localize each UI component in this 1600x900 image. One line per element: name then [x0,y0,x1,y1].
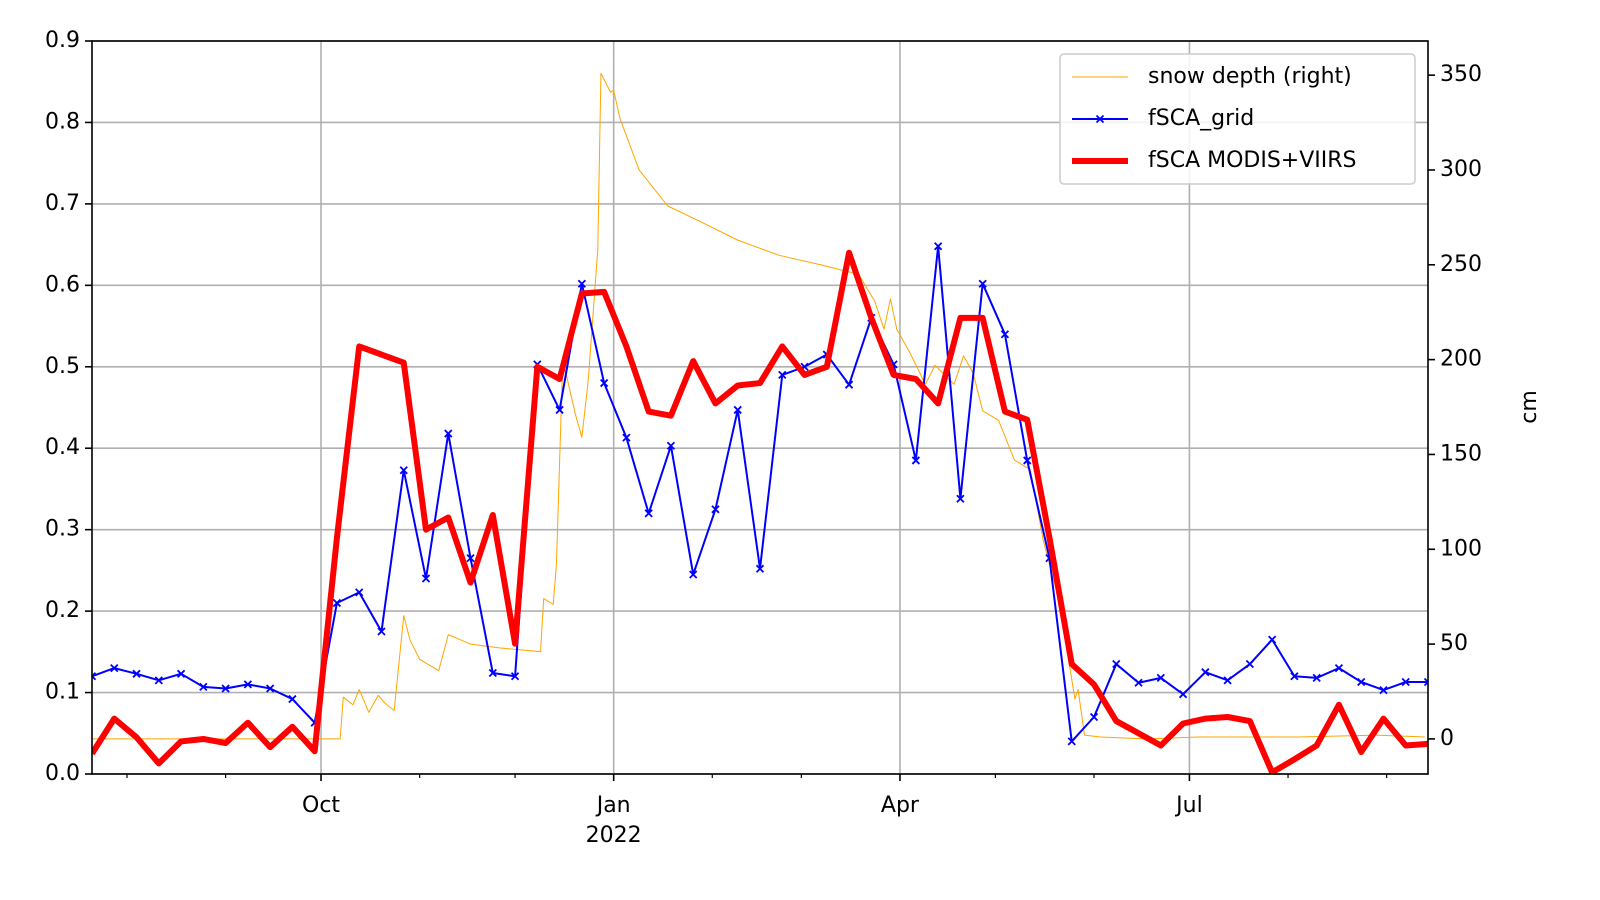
point-marker [1401,677,1410,687]
x-tick-label: Oct [302,793,340,818]
point-marker [711,505,720,514]
legend-label: fSCA MODIS+VIIRS [1148,148,1357,173]
point-marker [377,627,386,636]
point-marker [243,680,253,689]
point-marker [265,684,275,693]
y2-tick-label: 250 [1440,252,1482,277]
point-marker [154,676,163,685]
y-tick-label: 0.6 [45,272,80,297]
point-marker [1134,678,1143,687]
legend-box [1059,53,1416,185]
point-marker [488,668,497,678]
y2-tick-label: 350 [1440,62,1482,87]
y2-axis-label: cm [1517,390,1542,424]
x-tick-year: 2022 [586,823,642,848]
point-marker [733,405,742,415]
point-marker [1423,677,1428,687]
point-marker [1067,737,1076,746]
point-marker [778,370,787,380]
point-marker [933,242,943,251]
point-marker [622,433,631,442]
point-marker [1000,330,1010,339]
point-marker [1156,673,1165,683]
y2-tick-label: 50 [1440,631,1468,656]
point-marker [132,669,141,678]
y-tick-label: 0.4 [45,435,80,460]
point-marker [1334,663,1344,673]
point-marker [1178,690,1188,699]
point-marker [1312,673,1321,683]
series-line [92,245,1428,743]
y-tick-label: 0.0 [45,761,80,786]
point-marker [844,380,854,389]
point-marker [956,494,965,503]
point-marker [110,663,119,673]
point-marker [421,574,431,583]
point-marker [1267,635,1277,644]
y-tick-label: 0.7 [45,191,80,216]
point-marker [1357,677,1366,687]
point-marker [199,682,208,691]
y-tick-label: 0.1 [45,680,80,705]
point-marker [92,672,97,681]
y-tick-label: 0.9 [45,28,80,53]
point-marker [666,441,676,450]
legend-label: snow depth (right) [1148,64,1352,89]
point-marker [599,378,609,388]
series-line [92,249,1428,774]
point-marker [1290,672,1299,681]
point-marker [644,509,653,518]
point-marker [689,570,698,579]
point-marker [755,564,765,573]
y2-tick-label: 200 [1440,347,1482,372]
point-marker [1023,456,1032,465]
y-tick-label: 0.8 [45,109,80,134]
point-marker [176,669,186,678]
x-tick-label: Jul [1174,793,1203,818]
y-tick-label: 0.2 [45,598,80,623]
y2-tick-label: 100 [1440,536,1482,561]
y2-tick-label: 150 [1440,441,1482,466]
point-marker [911,456,921,465]
point-marker [1379,685,1388,695]
point-marker [332,598,342,608]
y2-tick-label: 300 [1440,157,1482,182]
point-marker [978,279,987,288]
y-tick-label: 0.3 [45,517,80,542]
x-tick-label: Apr [881,793,920,818]
point-marker [355,588,364,597]
point-marker [444,429,453,438]
point-marker [577,279,587,288]
point-marker [221,684,230,693]
legend-marker [1095,114,1105,124]
point-marker [510,672,520,681]
point-marker [1112,659,1121,669]
legend-label: fSCA_grid [1148,106,1254,131]
point-marker [288,694,297,704]
point-marker [555,405,564,415]
point-marker [1223,676,1232,685]
y2-tick-label: 0 [1440,726,1454,751]
point-marker [1245,659,1255,669]
x-tick-label: Jan [595,793,631,818]
point-marker [1201,668,1210,677]
y-tick-label: 0.5 [45,354,80,379]
plot-frame [91,40,1429,775]
point-marker [1089,712,1099,722]
point-marker [466,554,475,563]
plot-area [92,72,1428,774]
point-marker [399,466,408,475]
